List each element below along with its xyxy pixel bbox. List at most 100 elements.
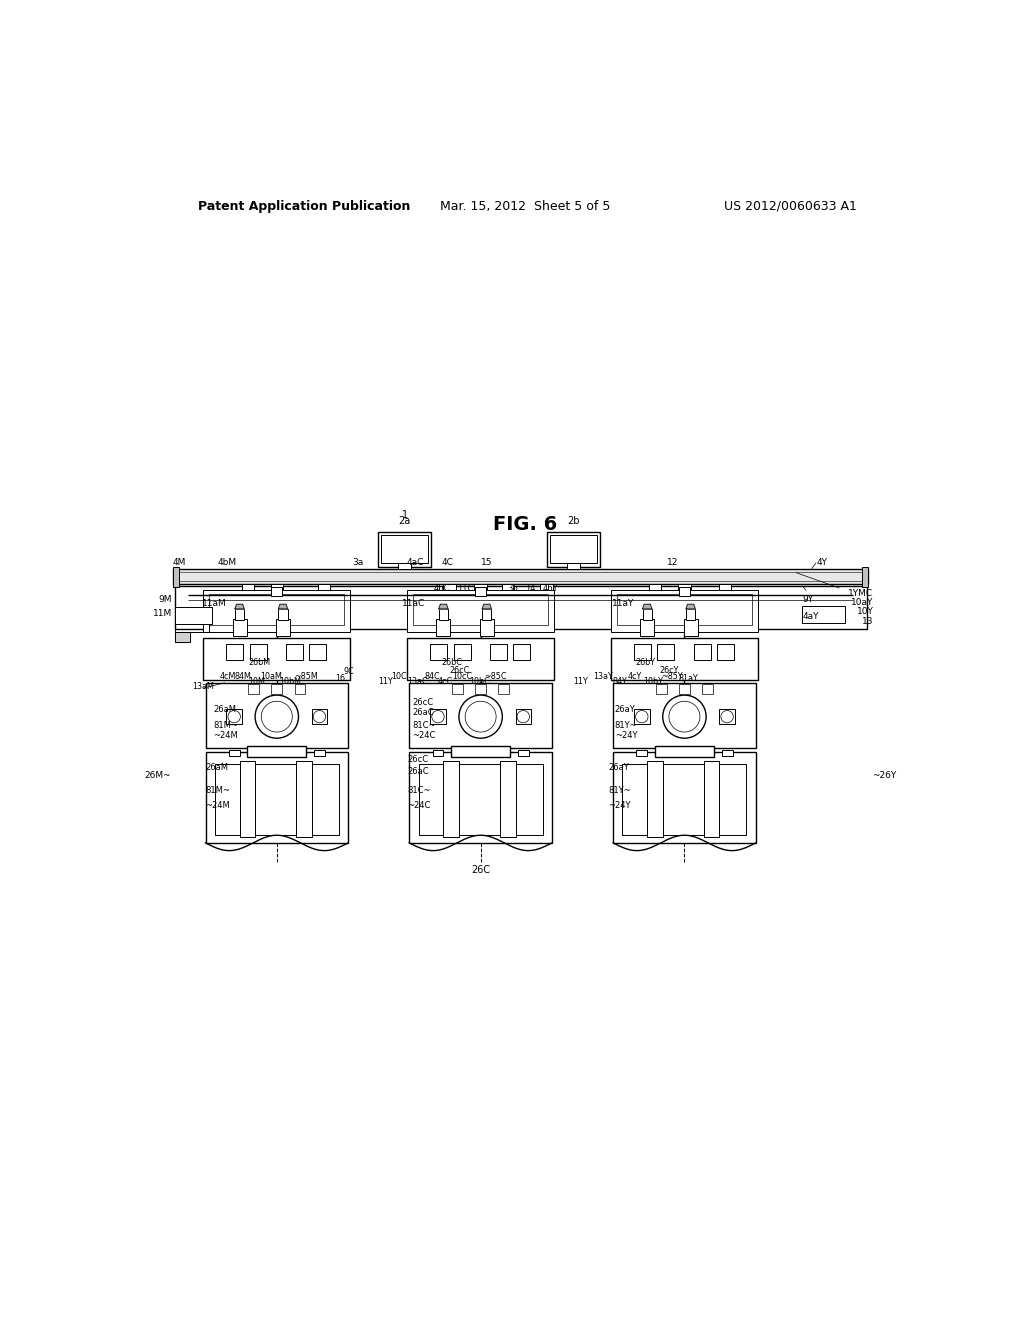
Bar [250,644,266,660]
Bar [679,586,690,595]
Bar [206,682,348,748]
Bar [643,609,652,620]
Bar [703,762,719,837]
Text: 26aM: 26aM [213,705,237,714]
Text: 14: 14 [524,585,536,593]
Bar [678,585,690,590]
Text: 13aC: 13aC [407,677,428,685]
Bar [480,619,494,636]
Bar [270,585,283,590]
Text: ~85M: ~85M [295,672,318,681]
Bar [640,619,654,636]
Bar [513,644,530,660]
Text: 26C: 26C [471,865,490,875]
Bar [248,684,259,693]
Text: 15: 15 [480,558,493,568]
Bar [314,750,325,756]
Text: 26aC: 26aC [413,708,434,717]
Bar [684,619,697,636]
Bar [452,684,463,693]
Bar [702,684,713,693]
Bar [226,709,242,725]
Polygon shape [482,605,492,609]
Bar [454,644,471,660]
Bar [623,763,746,836]
Bar [500,762,515,837]
Text: 2a: 2a [398,516,411,525]
Bar [550,535,597,564]
Text: 26M~: 26M~ [144,771,171,780]
Text: 81aY: 81aY [678,673,698,682]
Bar [717,644,734,660]
Bar [475,750,486,756]
Bar [436,619,451,636]
Text: 11aY: 11aY [612,599,635,609]
Bar [515,709,531,725]
Bar [613,752,756,843]
Text: ~24C: ~24C [413,731,436,739]
Bar [613,682,756,748]
Text: US 2012/0060633 A1: US 2012/0060633 A1 [724,199,856,213]
Text: ~24Y: ~24Y [608,801,631,810]
Bar [482,609,492,620]
Text: 84M: 84M [234,672,252,681]
Bar [430,644,447,660]
Bar [499,684,509,693]
Text: 4aY: 4aY [802,612,819,620]
Bar [295,684,305,693]
Text: 81M~: 81M~ [213,721,239,730]
Bar [174,607,212,624]
Polygon shape [438,605,449,609]
Bar [443,585,456,590]
Bar [617,594,752,626]
Bar [410,752,552,843]
Bar [173,566,179,586]
Bar [311,709,328,725]
Bar [296,762,311,837]
Text: 11Y: 11Y [378,677,393,685]
Text: 26aM: 26aM [206,763,228,772]
Bar [286,644,303,660]
Bar [407,638,554,681]
Text: 10bM: 10bM [280,677,301,685]
Text: 10aY: 10aY [851,598,873,607]
Bar [209,594,344,626]
Text: ~24Y: ~24Y [614,731,637,739]
Polygon shape [174,632,190,642]
Bar [438,609,449,620]
Bar [432,750,443,756]
Text: 13aM: 13aM [193,682,214,692]
Text: 13aY: 13aY [593,672,612,681]
Bar [174,586,866,628]
Bar [502,585,514,590]
Text: Patent Application Publication: Patent Application Publication [198,199,411,213]
Text: 26aY: 26aY [614,705,636,714]
Bar [226,644,244,660]
Bar [309,644,327,660]
Bar [567,562,580,569]
Text: 4cY: 4cY [628,672,642,681]
Bar [443,762,459,837]
Text: 10aM: 10aM [260,672,282,681]
Text: ~24C: ~24C [407,801,430,810]
Text: 3a: 3a [352,558,364,568]
Text: 11C: 11C [458,585,474,593]
Bar [634,709,649,725]
Bar [655,684,667,693]
Bar [203,590,350,632]
Text: 4bM: 4bM [217,558,237,568]
Bar [228,750,240,756]
Text: 26cY: 26cY [658,667,678,675]
Text: 4M: 4M [173,558,186,568]
Text: 16: 16 [335,673,345,682]
Bar [317,585,331,590]
Text: 26cC: 26cC [407,755,428,764]
Bar [206,752,348,843]
Text: 4Y: 4Y [816,558,827,568]
Text: 9C: 9C [343,668,354,676]
Text: 10bC: 10bC [469,677,489,685]
Bar [657,644,675,660]
Text: 12: 12 [667,558,678,568]
Text: 3b: 3b [508,585,518,593]
Text: 26bM: 26bM [248,659,270,667]
